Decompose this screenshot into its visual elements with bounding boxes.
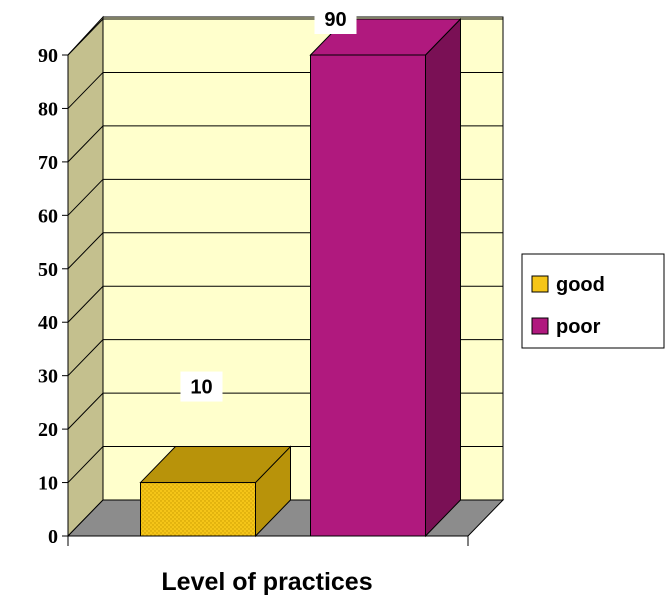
y-axis-ticks: 0 10 20 30 40 50 60 70 80 90 — [38, 45, 68, 548]
data-label-bg-good — [180, 371, 223, 402]
y-tick-label: 40 — [38, 312, 58, 334]
data-label-poor: 90 — [324, 9, 346, 31]
chart-side-wall — [67, 15, 104, 538]
bar-poor — [309, 17, 462, 538]
legend-label-poor: poor — [556, 316, 601, 338]
bar-good — [139, 445, 292, 538]
data-label-good: 10 — [190, 377, 212, 399]
data-labels: 10 90 — [180, 4, 357, 402]
bar-front-good — [140, 482, 256, 537]
legend-swatch-poor — [531, 317, 549, 335]
legend-swatch-good — [531, 275, 549, 293]
legend-label-good: good — [556, 274, 605, 296]
y-tick-label: 70 — [38, 152, 58, 174]
y-tick-label: 0 — [48, 526, 58, 548]
y-tick-label: 90 — [38, 45, 58, 67]
y-tick-label: 30 — [38, 366, 58, 388]
bar-side-poor — [425, 17, 461, 538]
y-tick-label: 50 — [38, 259, 58, 281]
bar-front-poor — [310, 54, 426, 537]
legend: good poor — [521, 253, 665, 349]
x-axis-label: Level of practices — [161, 568, 372, 596]
y-tick-label: 60 — [38, 205, 58, 227]
y-tick-label: 20 — [38, 419, 58, 441]
bars — [139, 17, 462, 538]
y-tick-label: 80 — [38, 98, 58, 120]
y-tick-label: 10 — [38, 473, 58, 495]
data-label-bg-poor — [314, 4, 357, 34]
